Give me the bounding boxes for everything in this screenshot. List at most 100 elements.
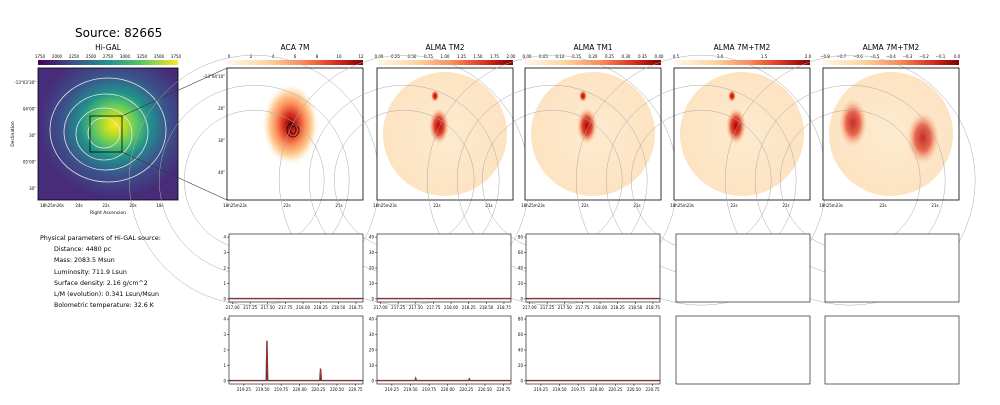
ra-tick-label: 22s — [730, 203, 737, 208]
colorbar-tick-label: −0.2 — [919, 54, 929, 59]
map-title: ALMA TM1 — [573, 43, 612, 52]
ra-tick-label: 18h25m26s — [40, 203, 64, 208]
colorbar-tick-label: 0 — [228, 54, 231, 59]
map-panel-5: ALMA 7M+TM2 −0.8 −0.7 −0.6 −0.5 −0.4 −0.3 −0.2 −… — [724, 43, 976, 306]
empty-spectrum-panel-2 — [824, 233, 960, 303]
x-tick-label: 217.25 — [391, 305, 405, 310]
y-tick-label: 40 — [369, 234, 375, 239]
x-tick-label: 219.50 — [553, 387, 567, 392]
x-tick-label: 219.25 — [385, 387, 399, 392]
emission-peak-north — [579, 90, 587, 102]
spectrum-panel-2: 0 10 20 30 40 217.00 217.25 217.50 217.75 218.00 2… — [369, 233, 511, 310]
spectrum-frame — [525, 315, 661, 385]
y-tick-label: 20 — [369, 265, 375, 270]
empty-spectrum-panel-1 — [675, 233, 811, 303]
zoom-connector-top — [121, 67, 228, 117]
colorbar-tick-label: 2000 — [52, 54, 63, 59]
colorbar-tick-label: 0.35 — [638, 54, 647, 59]
x-tick-label: 217.50 — [261, 305, 275, 310]
y-tick-label: 60 — [518, 332, 524, 337]
y-tick-label: 0 — [223, 296, 226, 301]
colorbar-tick-label: 0.5 — [673, 54, 680, 59]
ra-tick-label: 18s — [156, 203, 163, 208]
spectrum-frame — [525, 233, 661, 303]
map-title: ALMA 7M+TM2 — [714, 43, 771, 52]
map-frame — [822, 67, 960, 201]
zoom-connector-bottom — [121, 151, 228, 201]
colorbar-tick-label: 0.25 — [391, 54, 400, 59]
colorbar-tick-label: 0.0 — [954, 54, 961, 59]
colorbar-tick-label: 8 — [316, 54, 319, 59]
ra-tick-label: 22s — [879, 203, 886, 208]
ra-tick-label: 22s — [433, 203, 440, 208]
colorbar-tick-label: 3250 — [137, 54, 148, 59]
y-tick-label: 0 — [371, 296, 374, 301]
colorbar-tick-label: 6 — [294, 54, 297, 59]
emission-peak-north — [728, 90, 736, 102]
param-tbol: Bolometric temperature: 32.6 K — [54, 302, 154, 310]
colorbar-tick-label: 1750 — [35, 54, 46, 59]
higal-contours — [49, 77, 167, 183]
ra-tick-label: 24s — [75, 203, 82, 208]
spectrum-panel-4: 0 1 2 3 4 219.25 219.50 219.75 220.00 220.25 220.5… — [223, 315, 364, 392]
x-tick-label: 220.00 — [293, 387, 307, 392]
colorbar-tick-label: 0.50 — [408, 54, 417, 59]
x-tick-label: 218.25 — [314, 305, 328, 310]
ra-tick-label: 22s — [283, 203, 290, 208]
ra-tick-label: 18h25m23s — [819, 203, 843, 208]
dec-tick-label: 05'00" — [23, 160, 36, 165]
y-tick-label: 0 — [520, 378, 523, 383]
negative-structure — [839, 99, 867, 147]
y-tick-label: 40 — [369, 316, 375, 321]
x-tick-label: 218.75 — [349, 305, 363, 310]
colorbar-tick-label: −0.8 — [820, 54, 830, 59]
y-tick-label: 2 — [223, 347, 226, 352]
spectrum-frame — [228, 233, 364, 303]
higal-zoom-box — [89, 115, 123, 153]
map-panel-2: ALMA TM2 0.00 0.25 0.50 0.75 1.00 1.25 1.50 1.75… — [278, 43, 530, 306]
y-tick-label: 1 — [223, 363, 226, 368]
ra-tick-label: 21s — [633, 203, 640, 208]
ra-tick-label: 21s — [782, 203, 789, 208]
y-tick-label: 30 — [369, 250, 375, 255]
colorbar-tick-label: 0.15 — [572, 54, 581, 59]
colorbar-tick-label: 0.10 — [556, 54, 565, 59]
physical-parameters: Physical parameters of Hi-GAL source: Di… — [40, 233, 161, 311]
higal-dec-ticks: -13°03'30" 04'00" 30" 05'00" 30" — [14, 80, 36, 191]
map-colorbar — [525, 60, 661, 65]
x-tick-label: 218.75 — [646, 305, 660, 310]
x-tick-label: 220.50 — [627, 387, 641, 392]
y-tick-label: 80 — [518, 316, 524, 321]
param-luminosity: Luminosity: 711.9 Lsun — [54, 268, 127, 276]
x-tick-label: 217.00 — [523, 305, 537, 310]
spectrum-panel-6: 0 20 40 60 80 219.25 219.50 219.75 220.00 220.25 2… — [518, 315, 661, 392]
x-tick-label: 218.25 — [462, 305, 476, 310]
map-frame — [673, 67, 811, 201]
x-tick-label: 219.50 — [256, 387, 270, 392]
x-tick-label: 220.75 — [349, 387, 363, 392]
colorbar-tick-label: −0.1 — [936, 54, 946, 59]
x-tick-label: 218.00 — [296, 305, 310, 310]
x-tick-label: 217.00 — [374, 305, 388, 310]
x-tick-label: 220.50 — [330, 387, 344, 392]
map-title: ACA 7M — [281, 43, 310, 52]
colorbar-tick-label: 0.75 — [424, 54, 433, 59]
x-tick-label: 217.75 — [575, 305, 589, 310]
map-panel-3: ALMA TM1 0.00 0.05 0.10 0.15 0.20 0.25 0.30 0.35… — [426, 43, 678, 306]
colorbar-tick-label: 1.5 — [761, 54, 768, 59]
higal-ra-ticks: 18h25m26s 24s 22s 20s 18s — [40, 203, 163, 208]
colorbar-tick-label: 2 — [250, 54, 253, 59]
colorbar-tick-label: 0.25 — [605, 54, 614, 59]
empty-spectrum-panel-3 — [675, 315, 811, 385]
x-tick-label: 219.25 — [237, 387, 251, 392]
higal-overlay-contour — [724, 54, 976, 306]
colorbar-tick-label: 12 — [358, 54, 364, 59]
spectrum-frame — [376, 315, 512, 385]
map-frame — [226, 67, 364, 201]
y-tick-label: 1 — [223, 281, 226, 286]
dec-tick-label: -13°03'30" — [14, 80, 36, 85]
colorbar-tick-label: 2500 — [86, 54, 97, 59]
colorbar-tick-label: 1.25 — [457, 54, 466, 59]
y-tick-label: 2 — [223, 265, 226, 270]
